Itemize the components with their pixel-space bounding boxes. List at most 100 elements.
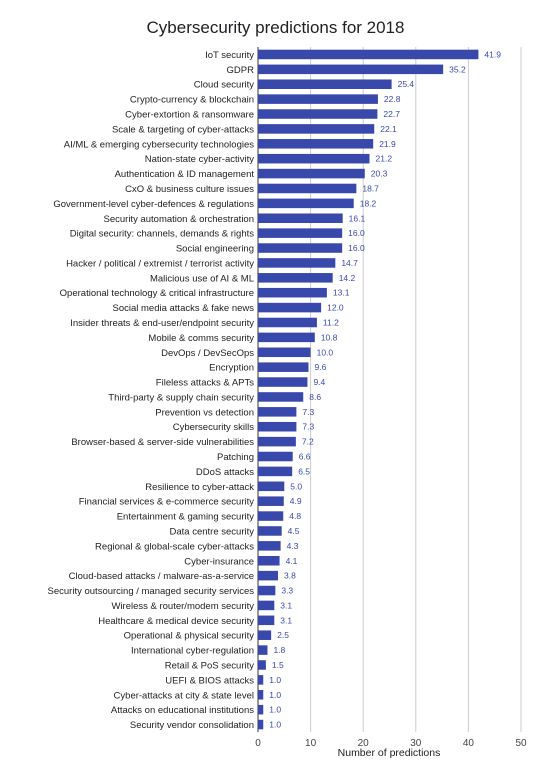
data-label: 13.1 (333, 288, 350, 298)
category-label: Third-party & supply chain security (108, 392, 254, 403)
category-label: Malicious use of AI & ML (150, 273, 254, 284)
bar (258, 630, 272, 640)
category-label: Cyber-insurance (184, 556, 254, 567)
data-label: 7.2 (302, 437, 314, 447)
category-label: Financial services & e-commerce security (79, 497, 255, 508)
data-label: 1.5 (272, 660, 284, 670)
data-label: 9.4 (313, 377, 325, 387)
data-label: 4.5 (288, 526, 300, 536)
bar (258, 302, 322, 313)
bar (258, 213, 343, 224)
data-label: 3.3 (281, 586, 293, 596)
bar (258, 585, 276, 596)
data-label: 14.2 (339, 273, 356, 283)
category-label: Security automation & orchestration (104, 214, 255, 225)
bar (258, 719, 264, 730)
bar (258, 183, 357, 194)
category-label: Prevention vs detection (155, 407, 254, 418)
chart-title: Cybersecurity predictions for 2018 (146, 18, 405, 37)
bar (258, 198, 354, 209)
data-label: 3.1 (280, 600, 292, 610)
data-label: 1.0 (269, 705, 281, 715)
data-label: 21.2 (376, 154, 393, 164)
category-label: Operational & physical security (124, 631, 255, 642)
category-label: Healthcare & medical device security (98, 616, 254, 627)
bar (258, 79, 392, 89)
data-label: 1.0 (269, 720, 281, 730)
bar (258, 258, 336, 268)
category-label: Data centre security (170, 526, 255, 537)
data-label: 1.8 (273, 645, 285, 655)
data-label: 1.0 (269, 690, 281, 700)
x-tick-label: 30 (410, 738, 422, 749)
category-label: Mobile & comms security (148, 333, 254, 344)
category-label: Regional & global-scale cyber-attacks (95, 541, 254, 552)
data-label: 7.3 (302, 407, 314, 417)
category-label: Government-level cyber-defences & regula… (53, 199, 254, 210)
data-label: 11.2 (323, 317, 339, 327)
data-label: 9.6 (314, 362, 326, 372)
bar (258, 675, 264, 685)
category-label: Hacker / political / extremist / terrori… (66, 258, 254, 269)
x-tick-label: 20 (358, 738, 370, 749)
bar (258, 660, 266, 670)
bar (258, 168, 365, 179)
category-label: Resilience to cyber-attack (145, 482, 254, 493)
data-label: 6.6 (299, 452, 311, 462)
data-label: 21.9 (379, 139, 396, 149)
bar (258, 690, 264, 700)
data-label: 16.0 (348, 228, 365, 238)
bar (258, 481, 285, 492)
bar (258, 600, 275, 611)
bar (258, 94, 378, 104)
category-label: Entertainment & gaming security (117, 512, 255, 523)
category-label: Crypto-currency & blockchain (130, 95, 254, 106)
x-tick-label: 0 (255, 738, 261, 749)
category-label: Scale & targeting of cyber-attacks (112, 124, 254, 135)
bar (258, 392, 304, 402)
bar (258, 287, 327, 298)
bar (258, 273, 333, 283)
category-label: IoT security (205, 50, 254, 61)
category-label: International cyber-regulation (131, 646, 254, 657)
category-label: DevOps / DevSecOps (161, 348, 254, 359)
data-label: 12.0 (327, 303, 344, 313)
bar (258, 436, 296, 447)
x-tick-label: 50 (515, 738, 527, 749)
bar (258, 124, 375, 134)
category-label: Social media attacks & fake news (112, 303, 254, 314)
bar (258, 615, 275, 626)
bar (258, 243, 343, 253)
bar (258, 511, 284, 521)
bar (258, 421, 297, 432)
x-tick-label: 10 (305, 738, 317, 749)
category-label: Insider threats & end-user/endpoint secu… (70, 318, 254, 329)
bar (258, 526, 282, 536)
category-label: UEFI & BIOS attacks (165, 675, 254, 686)
category-label: Attacks on educational institutions (111, 705, 254, 716)
bar (258, 109, 378, 119)
data-label: 18.2 (360, 198, 377, 208)
value-labels: 41.9 35.2 25.4 22.8 22.7 22.1 21.9 21.2 20.3 18.7… (269, 49, 501, 729)
category-label: Wireless & router/modem security (111, 601, 254, 612)
bar (258, 645, 268, 655)
data-label: 4.8 (289, 511, 301, 521)
data-label: 25.4 (398, 79, 415, 89)
data-label: 5.0 (290, 481, 302, 491)
category-label: Cybersecurity skills (173, 422, 255, 433)
data-label: 10.0 (317, 347, 334, 357)
bar (258, 555, 280, 566)
bars (258, 49, 479, 730)
category-label: Operational technology & critical infras… (60, 288, 254, 299)
data-label: 3.1 (280, 615, 292, 625)
bar (258, 496, 284, 506)
bar (258, 347, 311, 358)
bar (258, 228, 343, 238)
category-label: AI/ML & emerging cybersecurity technolog… (64, 139, 255, 150)
data-label: 18.7 (362, 183, 379, 193)
x-axis: 0 10 20 30 40 50 (255, 738, 527, 749)
category-label: Cloud security (194, 80, 254, 91)
category-label: Patching (217, 452, 254, 463)
